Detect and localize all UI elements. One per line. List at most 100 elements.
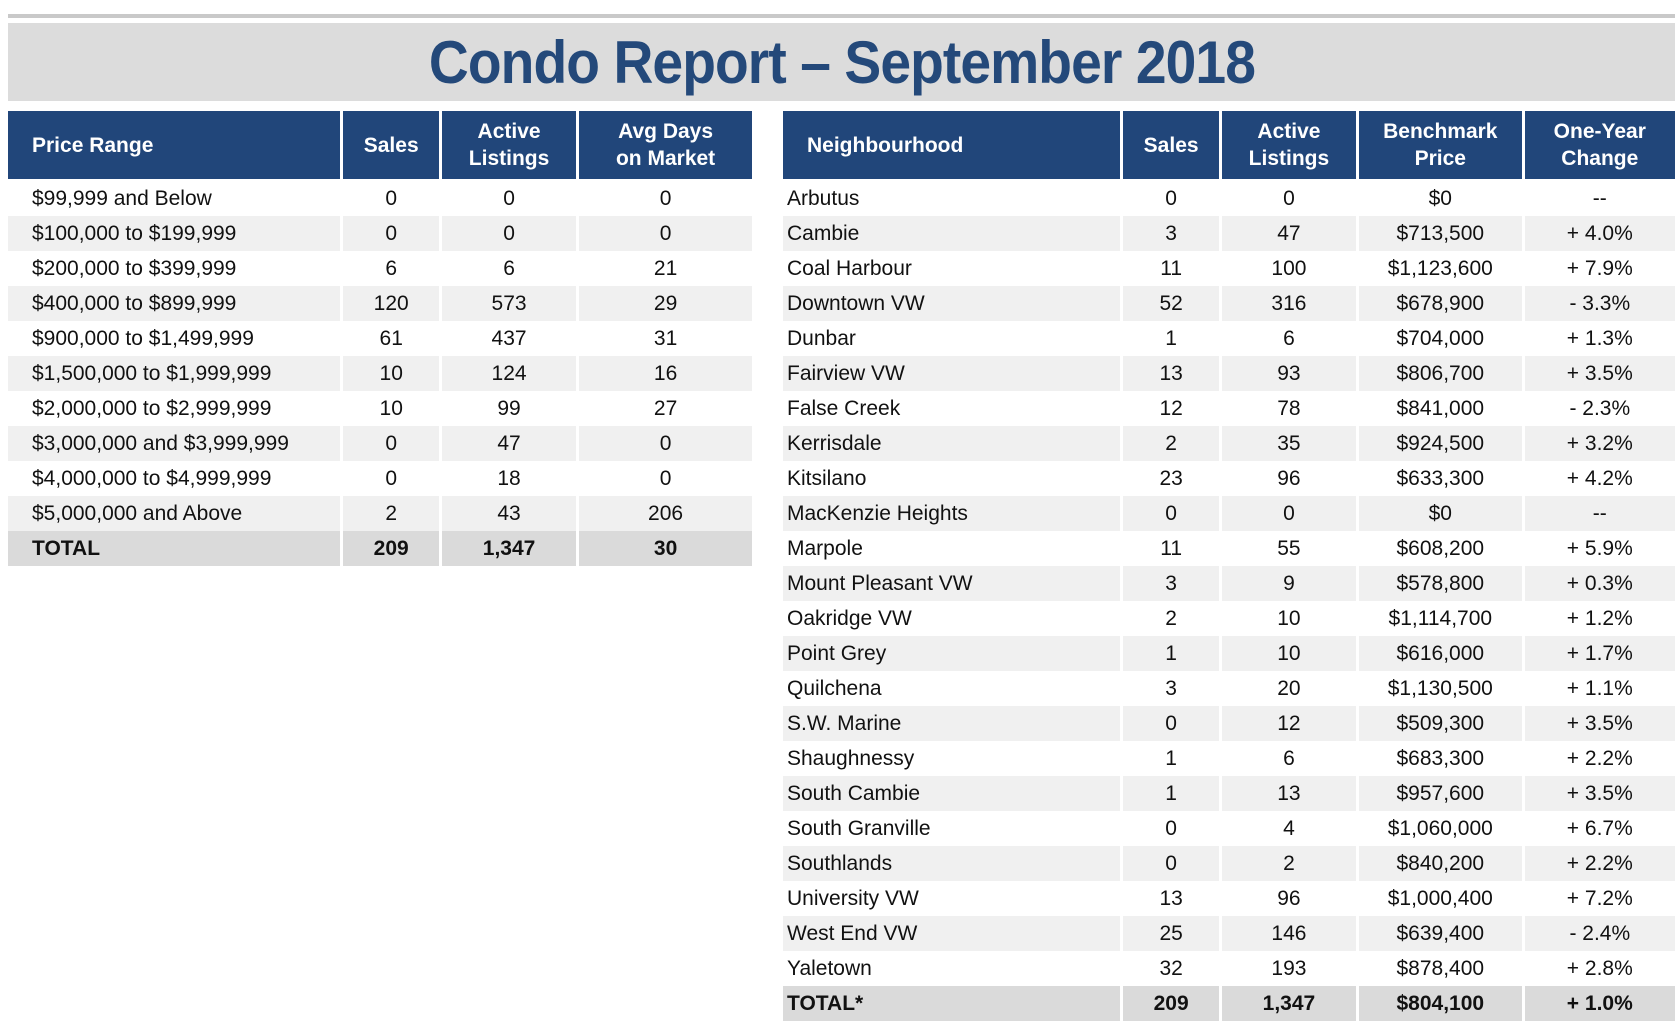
header-benchmark-price: Benchmark Price <box>1359 111 1522 181</box>
header-one-year-change: One-Year Change <box>1524 111 1675 181</box>
table-row: West End VW 25 146 $639,400- 2.4% <box>783 916 1675 951</box>
cell-price-range: $1,500,000 to $1,999,999 <box>8 356 341 391</box>
cell-sales: 1 <box>1123 776 1219 811</box>
cell-price-range: $5,000,000 and Above <box>8 496 341 531</box>
cell-active-listings: 93 <box>1221 356 1356 391</box>
header-neighbourhood: Neighbourhood <box>783 111 1121 181</box>
cell-neighbourhood: West End VW <box>783 916 1121 951</box>
cell-avg-days-on-market: 0 <box>579 181 752 216</box>
cell-one-year-change: + 2.2% <box>1524 741 1675 776</box>
cell-sales: 3 <box>1123 566 1219 601</box>
cell-neighbourhood: Fairview VW <box>783 356 1121 391</box>
cell-active-listings: 0 <box>1221 181 1356 216</box>
cell-active-listings: 0 <box>441 216 577 251</box>
table-row: $4,000,000 to $4,999,999 0 18 0 <box>8 461 752 496</box>
cell-one-year-change: + 4.0% <box>1524 216 1675 251</box>
cell-neighbourhood: Yaletown <box>783 951 1121 986</box>
cell-neighbourhood: S.W. Marine <box>783 706 1121 741</box>
cell-neighbourhood: Oakridge VW <box>783 601 1121 636</box>
cell-one-year-change: + 5.9% <box>1524 531 1675 566</box>
header-active-listings: Active Listings <box>441 111 577 181</box>
table-row: Downtown VW 52 316 $678,900- 3.3% <box>783 286 1675 321</box>
cell-one-year-change: + 1.7% <box>1524 636 1675 671</box>
cell-one-year-change: + 2.8% <box>1524 951 1675 986</box>
cell-sales: 0 <box>343 426 439 461</box>
cell-benchmark-price: $616,000 <box>1359 636 1522 671</box>
cell-neighbourhood: Marpole <box>783 531 1121 566</box>
cell-benchmark-price: $683,300 <box>1359 741 1522 776</box>
cell-benchmark-price: $841,000 <box>1359 391 1522 426</box>
cell-active-listings: 55 <box>1221 531 1356 566</box>
neighbourhood-table: Neighbourhood Sales Active Listings Bench… <box>780 111 1678 1021</box>
table-row: Cambie 3 47 $713,500 + 4.0% <box>783 216 1675 251</box>
cell-sales: 13 <box>1123 356 1219 391</box>
cell-sales: 2 <box>343 496 439 531</box>
total-row: TOTAL* 209 1,347 $804,100 + 1.0% <box>783 986 1675 1021</box>
cell-benchmark-price: $713,500 <box>1359 216 1522 251</box>
cell-neighbourhood: Shaughnessy <box>783 741 1121 776</box>
cell-sales: 10 <box>343 356 439 391</box>
cell-sales: 25 <box>1123 916 1219 951</box>
cell-price-range: $2,000,000 to $2,999,999 <box>8 391 341 426</box>
cell-benchmark-price: $806,700 <box>1359 356 1522 391</box>
price-range-table: Price Range Sales Active Listings Avg Day… <box>5 111 755 566</box>
table-row: Quilchena 3 20 $1,130,500 + 1.1% <box>783 671 1675 706</box>
cell-neighbourhood: Mount Pleasant VW <box>783 566 1121 601</box>
cell-active-listings: 437 <box>441 321 577 356</box>
page-title: Condo Report – September 2018 <box>428 28 1255 96</box>
cell-one-year-change: -- <box>1524 181 1675 216</box>
cell-sales: 1 <box>1123 741 1219 776</box>
table-row: Arbutus 0 0 $0 -- <box>783 181 1675 216</box>
cell-benchmark-price: $1,123,600 <box>1359 251 1522 286</box>
cell-neighbourhood: Southlands <box>783 846 1121 881</box>
cell-active-listings: 100 <box>1221 251 1356 286</box>
total-benchmark-price: $804,100 <box>1359 986 1522 1021</box>
cell-sales: 61 <box>343 321 439 356</box>
table-row: Southlands 0 2 $840,200 + 2.2% <box>783 846 1675 881</box>
cell-benchmark-price: $578,800 <box>1359 566 1522 601</box>
cell-one-year-change: + 1.2% <box>1524 601 1675 636</box>
cell-neighbourhood: Kerrisdale <box>783 426 1121 461</box>
cell-sales: 52 <box>1123 286 1219 321</box>
cell-price-range: $200,000 to $399,999 <box>8 251 341 286</box>
table-row: University VW 13 96 $1,000,400 + 7.2% <box>783 881 1675 916</box>
table-row: Kerrisdale 2 35 $924,500 + 3.2% <box>783 426 1675 461</box>
cell-sales: 0 <box>343 461 439 496</box>
cell-neighbourhood: Arbutus <box>783 181 1121 216</box>
cell-active-listings: 10 <box>1221 601 1356 636</box>
cell-benchmark-price: $639,400 <box>1359 916 1522 951</box>
cell-avg-days-on-market: 0 <box>579 461 752 496</box>
table-row: Mount Pleasant VW 3 9 $578,800 + 0.3% <box>783 566 1675 601</box>
cell-sales: 0 <box>1123 181 1219 216</box>
cell-neighbourhood: Downtown VW <box>783 286 1121 321</box>
table-row: $99,999 and Below 0 0 0 <box>8 181 752 216</box>
cell-one-year-change: + 3.5% <box>1524 706 1675 741</box>
cell-benchmark-price: $957,600 <box>1359 776 1522 811</box>
cell-one-year-change: - 2.4% <box>1524 916 1675 951</box>
cell-sales: 2 <box>1123 601 1219 636</box>
table-row: Shaughnessy 1 6 $683,300 + 2.2% <box>783 741 1675 776</box>
cell-benchmark-price: $633,300 <box>1359 461 1522 496</box>
cell-avg-days-on-market: 31 <box>579 321 752 356</box>
cell-sales: 0 <box>1123 811 1219 846</box>
cell-sales: 12 <box>1123 391 1219 426</box>
header-sales: Sales <box>343 111 439 181</box>
cell-benchmark-price: $1,130,500 <box>1359 671 1522 706</box>
cell-active-listings: 0 <box>1221 496 1356 531</box>
cell-benchmark-price: $1,114,700 <box>1359 601 1522 636</box>
table-row: Kitsilano 23 96 $633,300 + 4.2% <box>783 461 1675 496</box>
cell-benchmark-price: $608,200 <box>1359 531 1522 566</box>
cell-active-listings: 96 <box>1221 461 1356 496</box>
cell-benchmark-price: $509,300 <box>1359 706 1522 741</box>
cell-active-listings: 0 <box>441 181 577 216</box>
cell-neighbourhood: Dunbar <box>783 321 1121 356</box>
cell-benchmark-price: $0 <box>1359 181 1522 216</box>
cell-neighbourhood: Coal Harbour <box>783 251 1121 286</box>
cell-price-range: $900,000 to $1,499,999 <box>8 321 341 356</box>
total-active-listings: 1,347 <box>1221 986 1356 1021</box>
cell-active-listings: 35 <box>1221 426 1356 461</box>
cell-one-year-change: + 3.2% <box>1524 426 1675 461</box>
header-sales: Sales <box>1123 111 1219 181</box>
total-row: TOTAL 209 1,347 30 <box>8 531 752 566</box>
cell-sales: 0 <box>1123 706 1219 741</box>
